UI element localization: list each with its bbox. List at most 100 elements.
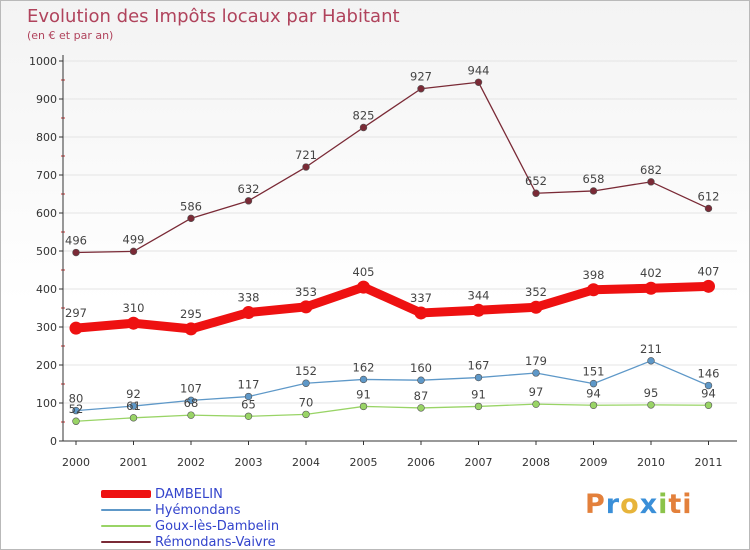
data-point [472, 303, 485, 317]
data-label: 68 [184, 396, 199, 410]
data-point [532, 369, 540, 377]
data-label: 151 [583, 365, 605, 379]
data-point [127, 316, 140, 330]
series-line [71, 281, 713, 334]
data-label: 297 [65, 306, 87, 320]
data-label: 825 [353, 109, 375, 123]
data-point [302, 163, 310, 171]
legend-swatch [101, 509, 151, 511]
data-label: 146 [698, 367, 720, 381]
x-tick-label: 2003 [235, 456, 263, 469]
data-point [647, 401, 655, 409]
y-tick-label: 200 [36, 359, 57, 372]
legend-item: DAMBELIN [101, 486, 223, 502]
data-point [644, 281, 658, 295]
legend-swatch [101, 525, 151, 527]
data-label: 721 [295, 148, 317, 162]
data-label: 295 [180, 307, 202, 321]
data-label: 167 [468, 359, 490, 373]
y-tick-label: 100 [36, 397, 57, 410]
data-label: 92 [126, 387, 141, 401]
data-label: 927 [410, 70, 432, 84]
y-tick-label: 500 [36, 245, 57, 258]
series-line [75, 403, 710, 422]
data-point [244, 392, 253, 401]
data-point [704, 381, 713, 390]
data-label: 405 [353, 265, 375, 279]
data-point [589, 187, 598, 195]
data-label: 94 [701, 386, 716, 400]
series-line [75, 81, 710, 254]
x-tick-label: 2005 [350, 456, 378, 469]
data-point [302, 379, 310, 387]
legend-label: Goux-lès-Dambelin [155, 518, 280, 534]
series-3: 496 499 586 632 721 825 927 944 652 658 682 612 [65, 63, 719, 257]
data-point [359, 375, 368, 384]
data-label: 61 [126, 399, 141, 413]
data-point [474, 402, 483, 411]
series-1: 80 92 107 117 152 162 160 167 179 151 211 146 [69, 342, 720, 415]
data-label: 94 [586, 386, 601, 400]
data-label: 95 [644, 386, 659, 400]
y-tick-label: 1000 [29, 55, 57, 68]
data-point [589, 401, 598, 409]
data-point [704, 401, 713, 409]
data-label: 632 [238, 182, 260, 196]
series-0: 297 310 295 338 353 405 337 344 352 398 402 407 [65, 264, 720, 336]
data-point [357, 280, 370, 294]
data-label: 586 [180, 199, 202, 213]
x-tick-label: 2000 [62, 456, 90, 469]
data-point [129, 414, 138, 422]
data-label: 944 [468, 63, 490, 77]
y-tick-label: 700 [36, 169, 57, 182]
data-label: 407 [698, 264, 720, 278]
data-label: 682 [640, 163, 662, 177]
legend-item: Hyémondans [101, 502, 241, 518]
data-point [417, 85, 425, 93]
data-label: 80 [69, 392, 84, 406]
y-tick-label: 400 [36, 283, 57, 296]
data-label: 352 [525, 285, 547, 299]
data-label: 152 [295, 364, 317, 378]
data-label: 337 [410, 291, 432, 305]
data-point [72, 248, 80, 257]
data-point [532, 189, 540, 197]
chart-subtitle: (en € et par an) [27, 29, 114, 42]
x-tick-label: 2002 [177, 456, 205, 469]
data-label: 91 [471, 387, 486, 401]
x-tick-label: 2009 [580, 456, 608, 469]
data-point [69, 321, 83, 335]
data-label: 652 [525, 174, 547, 188]
data-label: 658 [583, 172, 605, 186]
x-tick-label: 2007 [465, 456, 493, 469]
data-label: 70 [299, 395, 314, 409]
y-tick-label: 900 [36, 93, 57, 106]
data-point [702, 279, 715, 293]
data-label: 402 [640, 266, 662, 280]
x-tick-label: 2010 [637, 456, 665, 469]
legend-label: Hyémondans [155, 502, 241, 518]
data-label: 499 [123, 232, 145, 246]
legend-item: Rémondans-Vaivre [101, 534, 276, 549]
data-point [129, 402, 138, 410]
x-tick-label: 2004 [292, 456, 320, 469]
data-point [299, 300, 313, 314]
data-label: 65 [241, 397, 256, 411]
y-tick-label: 0 [50, 435, 57, 448]
data-label: 160 [410, 361, 432, 375]
data-point [417, 376, 425, 384]
data-point [302, 410, 310, 419]
data-point [187, 396, 195, 405]
series-line [75, 360, 710, 412]
legend-swatch [101, 541, 151, 543]
data-label: 353 [295, 285, 317, 299]
data-point [244, 197, 253, 205]
data-point [72, 417, 80, 425]
data-label: 117 [238, 378, 260, 392]
data-point [414, 306, 428, 320]
data-label: 496 [65, 234, 87, 248]
data-label: 211 [640, 342, 662, 356]
y-tick-label: 300 [36, 321, 57, 334]
y-tick-label: 800 [36, 131, 57, 144]
